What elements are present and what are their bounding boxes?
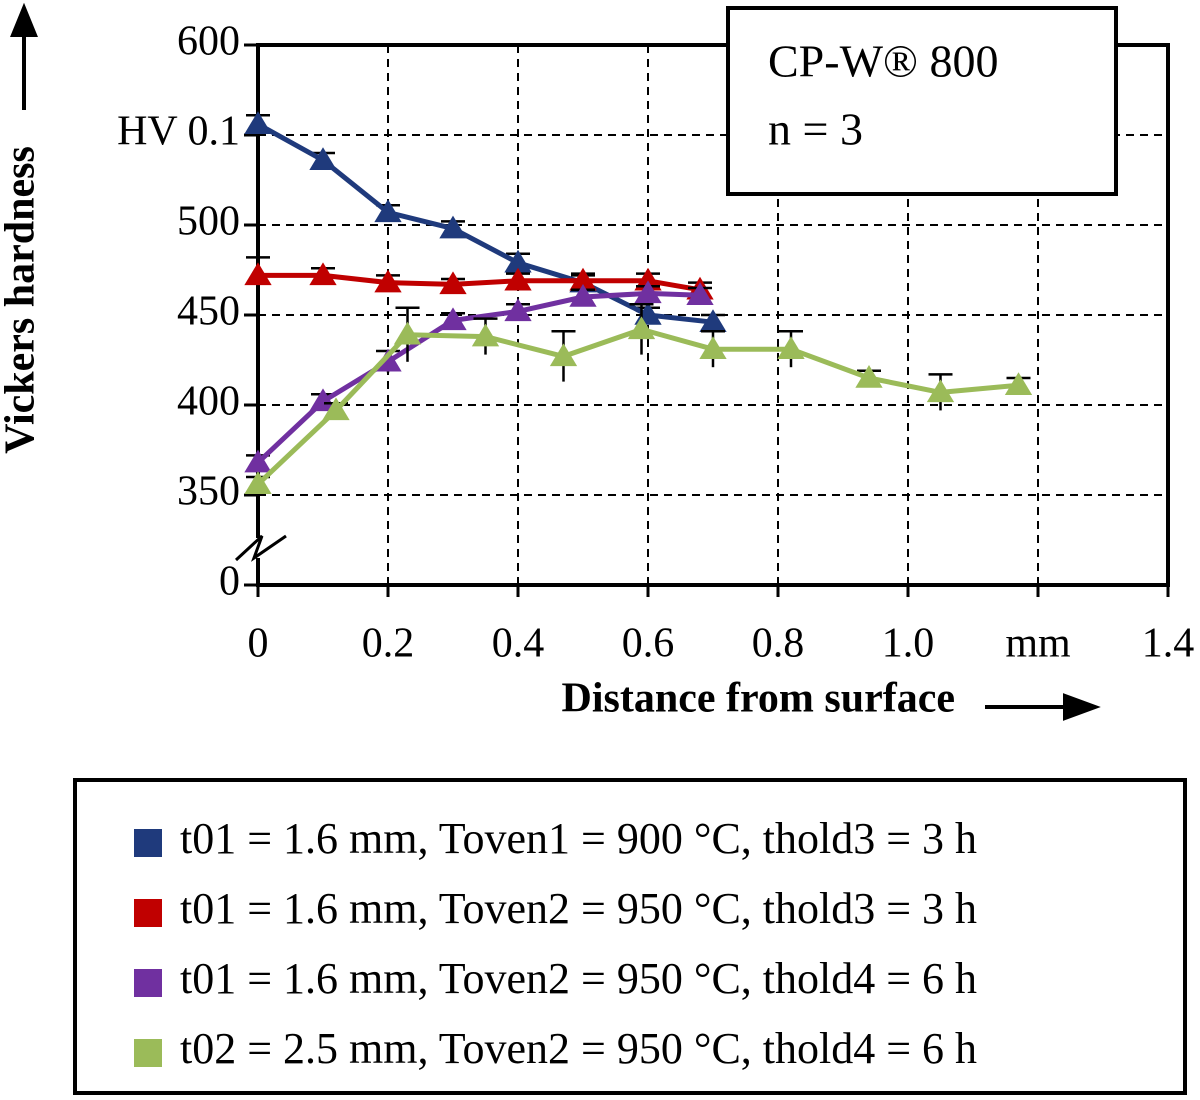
legend-label: t01 = 1.6 mm, Toven2 = 950 °C, thold4 = … bbox=[180, 954, 977, 1003]
axis-break bbox=[234, 534, 287, 562]
marker bbox=[244, 449, 272, 473]
marker bbox=[549, 343, 578, 367]
y-tick-label: HV 0.1 bbox=[117, 109, 240, 155]
marker bbox=[634, 267, 662, 291]
marker bbox=[309, 147, 337, 170]
marker bbox=[627, 316, 656, 340]
x-tick-label: 1.4 bbox=[1142, 621, 1195, 667]
marker bbox=[322, 397, 350, 421]
legend-swatch bbox=[134, 1039, 162, 1067]
x-tick-label: 1.0 bbox=[882, 621, 935, 667]
marker bbox=[374, 199, 402, 223]
series-line bbox=[258, 272, 701, 293]
y-axis-label: Vickers hardness bbox=[0, 146, 44, 454]
marker bbox=[777, 336, 805, 359]
marker bbox=[504, 267, 532, 291]
legend-swatch bbox=[134, 969, 162, 997]
marker bbox=[374, 269, 402, 293]
x-tick-label: mm bbox=[1005, 621, 1071, 667]
marker bbox=[686, 282, 714, 305]
marker bbox=[244, 262, 272, 286]
marker bbox=[699, 336, 727, 359]
marker bbox=[699, 309, 727, 332]
series-line bbox=[256, 290, 701, 465]
series bbox=[244, 302, 1033, 494]
x-axis-label: Distance from surface bbox=[562, 676, 955, 722]
marker bbox=[1004, 372, 1033, 395]
y-tick-label: 350 bbox=[177, 469, 240, 515]
marker bbox=[309, 388, 337, 412]
legend-box bbox=[73, 778, 1187, 1095]
plot-frame bbox=[256, 43, 1170, 587]
legend-swatch bbox=[134, 899, 162, 927]
x-tick-label: 0.6 bbox=[622, 621, 675, 667]
x-tick-label: 0.4 bbox=[492, 621, 545, 667]
marker bbox=[439, 215, 467, 239]
axis-arrows bbox=[10, 2, 1101, 721]
marker bbox=[504, 298, 532, 322]
legend-swatch bbox=[134, 829, 162, 857]
y-tick-label: 400 bbox=[177, 379, 240, 425]
legend-label: t01 = 1.6 mm, Toven2 = 950 °C, thold3 = … bbox=[180, 884, 977, 933]
annotation: n = 3 bbox=[768, 104, 863, 155]
marker bbox=[569, 267, 597, 291]
series bbox=[244, 280, 714, 473]
legend-label: t01 = 1.6 mm, Toven1 = 900 °C, thold3 = … bbox=[180, 814, 977, 863]
marker bbox=[634, 280, 662, 304]
marker bbox=[504, 249, 532, 273]
marker bbox=[439, 307, 467, 331]
marker bbox=[569, 284, 597, 307]
annotation-box bbox=[726, 6, 1118, 196]
y-tick-label: 500 bbox=[177, 199, 240, 245]
y-tick-label: 600 bbox=[177, 19, 240, 65]
marker bbox=[244, 111, 272, 134]
annotation: CP-W® 800 bbox=[768, 36, 998, 87]
marker bbox=[244, 471, 272, 494]
marker bbox=[309, 262, 337, 286]
x-tick-label: 0.8 bbox=[752, 621, 805, 667]
marker bbox=[855, 365, 883, 388]
legend-label: t02 = 2.5 mm, Toven2 = 950 °C, thold4 = … bbox=[180, 1024, 977, 1073]
y-tick-label: 0 bbox=[219, 559, 240, 605]
y-tick-label: 450 bbox=[177, 289, 240, 335]
marker bbox=[439, 271, 467, 295]
series-line bbox=[256, 326, 1019, 487]
x-tick-label: 0.2 bbox=[362, 621, 415, 667]
marker bbox=[926, 379, 955, 403]
marker bbox=[471, 323, 500, 347]
x-tick-label: 0 bbox=[248, 621, 269, 667]
marker bbox=[393, 321, 422, 345]
